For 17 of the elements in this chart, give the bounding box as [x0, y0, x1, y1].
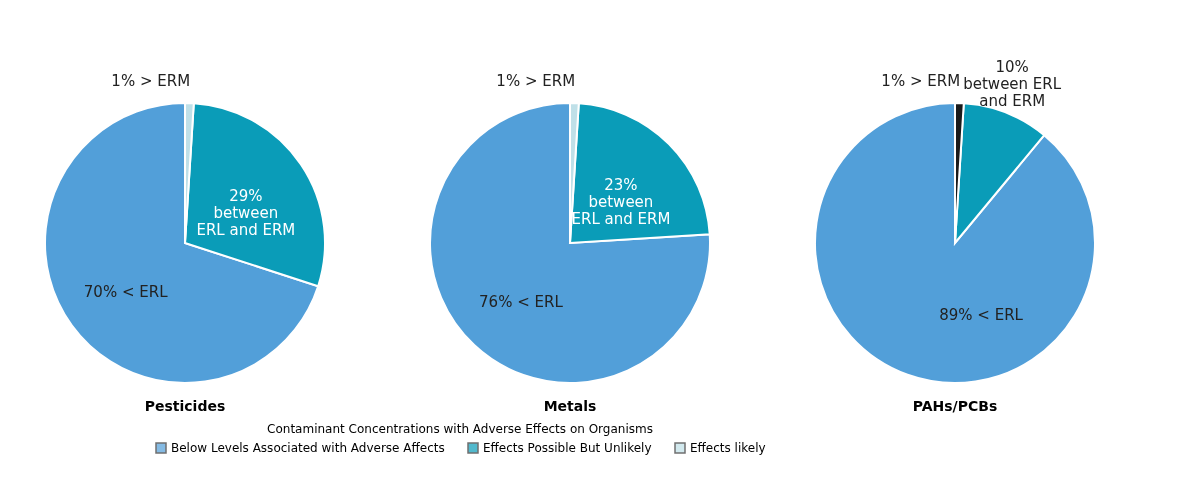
data-label: 89% < ERL — [939, 306, 1024, 325]
data-label: 10% between ERL and ERM — [963, 58, 1062, 111]
data-label: 1% > ERM — [881, 72, 961, 91]
legend-label: Effects likely — [690, 441, 766, 455]
text: PAHs/PCBs — [912, 398, 998, 414]
data-label: 29% between ERL and ERM — [196, 186, 296, 239]
data-label: 1% > ERM — [496, 72, 576, 91]
legend-label: Effects Possible But Unlikely — [483, 441, 652, 455]
text: Pesticides — [144, 398, 226, 414]
legend-label: Below Levels Associated with Adverse Affects — [171, 441, 445, 455]
text: Metals — [543, 398, 597, 414]
data-label: 70% < ERL — [83, 283, 169, 302]
legend-title: Contaminant Concentrations with Adverse Effects on Organisms — [267, 422, 653, 436]
data-label: 76% < ERL — [479, 293, 564, 312]
pie-slice — [429, 102, 711, 384]
data-label: 23% between ERL and ERM — [571, 176, 671, 229]
data-label: 1% > ERM — [111, 72, 191, 91]
